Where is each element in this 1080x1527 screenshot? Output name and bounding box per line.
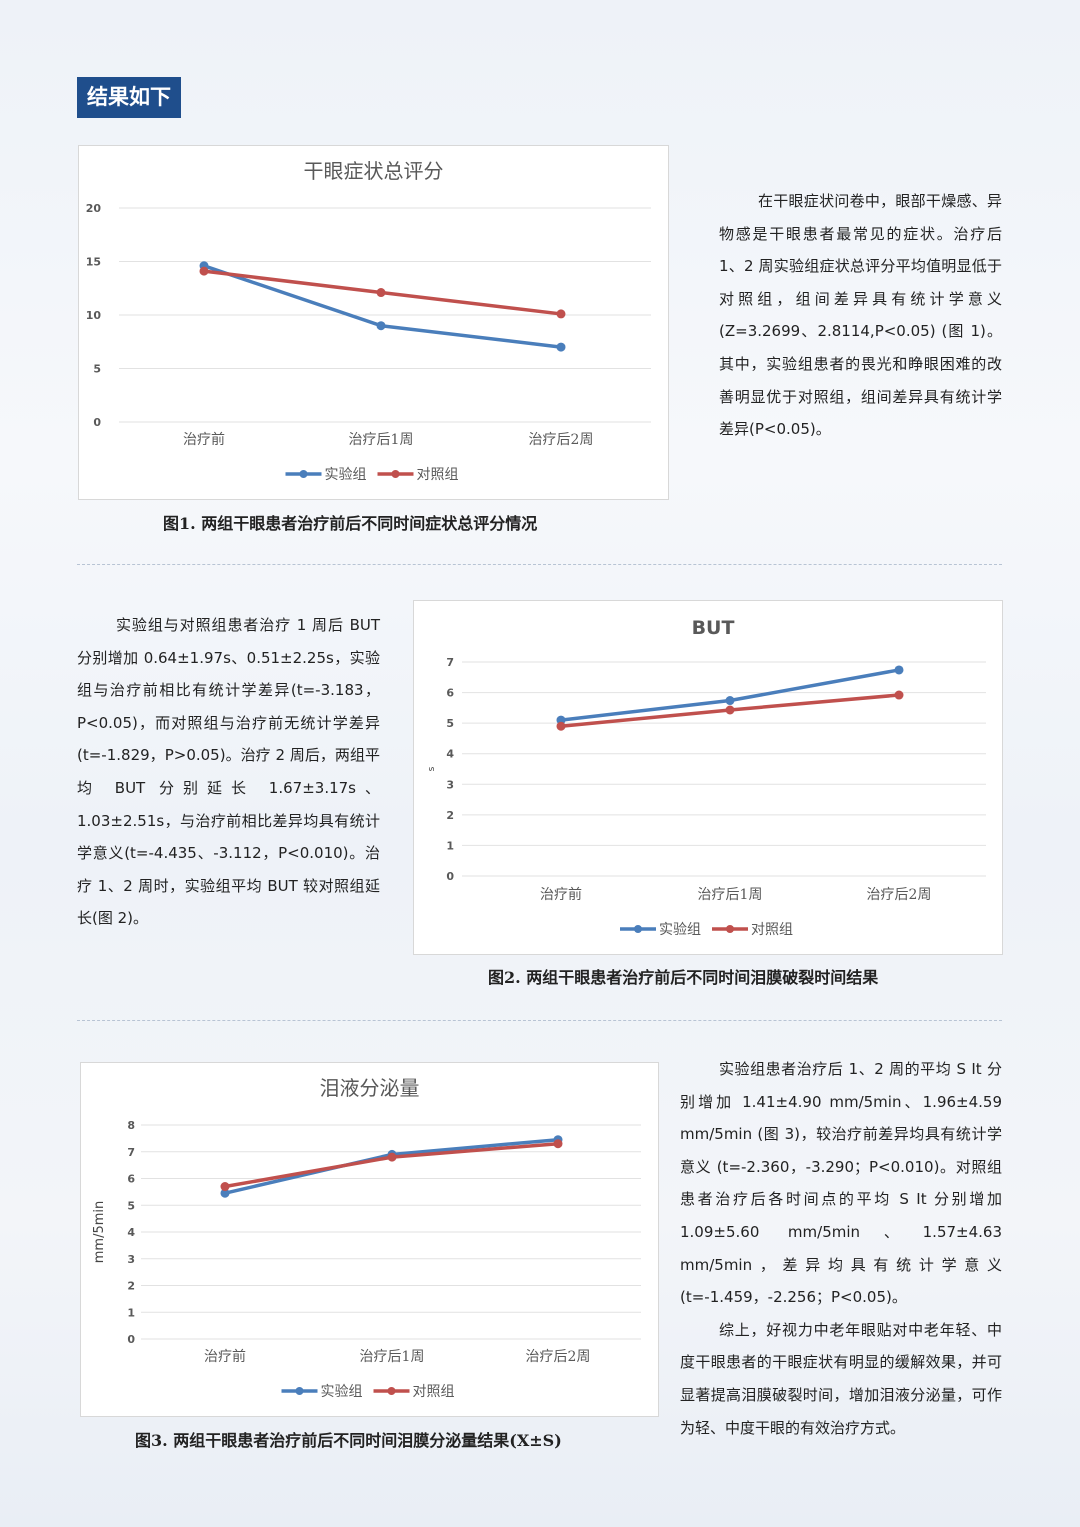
x-tick-label: 治疗前: [204, 1348, 246, 1365]
y-tick-label: 3: [127, 1253, 135, 1266]
y-tick-label: 5: [446, 717, 454, 730]
y-tick-label: 8: [127, 1119, 135, 1132]
figure-caption-2: 图2. 两组干眼患者治疗前后不同时间泪膜破裂时间结果: [488, 968, 879, 987]
y-tick-label: 1: [127, 1306, 135, 1319]
chart-but: BUT 0 1 2 3 4 5 6 7 s 治疗前 治疗后1周 治疗后2周实验组 对照组: [413, 600, 1003, 955]
y-axis-label: mm/5min: [92, 1201, 107, 1264]
paragraph-text: 实验组患者治疗后 1、2 周的平均 S It 分别增加 1.41±4.90 mm…: [680, 1060, 1002, 1307]
y-tick-label: 6: [127, 1173, 135, 1186]
data-point: [220, 1188, 230, 1198]
figure-caption-3: 图3. 两组干眼患者治疗前后不同时间泪膜分泌量结果(X±S): [135, 1431, 562, 1450]
chart-symptom-score: 干眼症状总评分 0 5 10 15 20 治疗前 治疗后1周 治疗后2周实验组 对照组: [78, 145, 669, 500]
x-tick-label: 治疗后1周: [349, 432, 414, 448]
legend-marker: [391, 470, 400, 478]
data-point: [220, 1182, 230, 1192]
figure-caption-1: 图1. 两组干眼患者治疗前后不同时间症状总评分情况: [163, 514, 538, 533]
y-tick-label: 15: [86, 256, 101, 269]
chart-title: 干眼症状总评分: [304, 159, 444, 183]
data-point: [894, 665, 904, 675]
y-tick-label: 0: [93, 416, 101, 429]
legend-label: 对照组: [413, 1384, 455, 1400]
data-point: [894, 690, 904, 700]
y-tick-label: 20: [86, 202, 102, 215]
x-tick-label: 治疗前: [540, 886, 582, 903]
legend-marker: [634, 925, 642, 933]
y-tick-label: 2: [127, 1280, 135, 1293]
y-tick-label: 0: [127, 1333, 135, 1346]
paragraph-but: 实验组与对照组患者治疗 1 周后 BUT 分别增加 0.64±1.97s、0.5…: [77, 609, 380, 935]
legend-marker: [299, 470, 308, 478]
paragraph-tear: 实验组患者治疗后 1、2 周的平均 S It 分别增加 1.41±4.90 mm…: [680, 1053, 1002, 1444]
x-tick-label: 治疗后1周: [360, 1349, 425, 1365]
y-tick-label: 5: [93, 363, 101, 376]
legend-label: 对照组: [417, 467, 459, 483]
x-tick-label: 治疗前: [183, 431, 225, 448]
y-tick-label: 5: [127, 1199, 135, 1212]
y-tick-label: 2: [446, 809, 454, 822]
data-point: [553, 1139, 563, 1149]
paragraph-text: 实验组与对照组患者治疗 1 周后 BUT 分别增加 0.64±1.97s、0.5…: [77, 616, 380, 928]
x-tick-label: 治疗后2周: [526, 1349, 591, 1365]
y-axis-label: s: [427, 766, 437, 771]
data-point: [376, 321, 386, 331]
x-tick-label: 治疗后2周: [867, 887, 932, 903]
paragraph-text: 在干眼症状问卷中，眼部干燥感、异物感是干眼患者最常见的症状。治疗后 1、2 周实…: [719, 192, 1002, 439]
legend-label: 实验组: [325, 467, 367, 483]
y-tick-label: 7: [127, 1146, 135, 1159]
data-point: [376, 288, 386, 298]
data-point: [725, 696, 735, 706]
legend-marker: [295, 1387, 304, 1395]
legend-label: 实验组: [321, 1384, 363, 1400]
y-tick-label: 10: [86, 309, 102, 322]
data-point: [199, 266, 209, 276]
legend-marker: [726, 925, 734, 933]
y-tick-label: 6: [446, 687, 454, 700]
x-tick-label: 治疗后1周: [698, 887, 763, 903]
y-tick-label: 0: [446, 870, 454, 883]
x-tick-label: 治疗后2周: [529, 432, 594, 448]
y-tick-label: 1: [446, 839, 454, 852]
divider: [77, 1020, 1002, 1021]
legend-label: 对照组: [751, 922, 793, 938]
data-point: [725, 705, 735, 715]
paragraph-text: 综上，好视力中老年眼贴对中老年轻、中度干眼患者的干眼症状有明显的缓解效果，并可显…: [680, 1320, 1002, 1437]
y-tick-label: 4: [127, 1226, 135, 1239]
legend-label: 实验组: [659, 922, 701, 938]
data-point: [556, 342, 566, 352]
chart-title: 泪液分泌量: [320, 1076, 420, 1100]
data-point: [387, 1152, 397, 1162]
section-header: 结果如下: [77, 77, 181, 118]
legend-marker: [387, 1387, 396, 1395]
y-tick-label: 7: [446, 656, 454, 669]
chart-tear-secretion: 泪液分泌量 0 1 2 3 4 5 6 7 8 mm/5min 治疗前 治疗后1周 治疗后2周实验组 对照组: [80, 1062, 659, 1417]
y-tick-label: 4: [446, 748, 454, 761]
chart-title: BUT: [692, 617, 735, 639]
data-point: [556, 721, 566, 731]
y-tick-label: 3: [446, 778, 454, 791]
paragraph-symptom: 在干眼症状问卷中，眼部干燥感、异物感是干眼患者最常见的症状。治疗后 1、2 周实…: [719, 185, 1002, 446]
data-point: [556, 309, 566, 319]
divider: [77, 564, 1002, 565]
